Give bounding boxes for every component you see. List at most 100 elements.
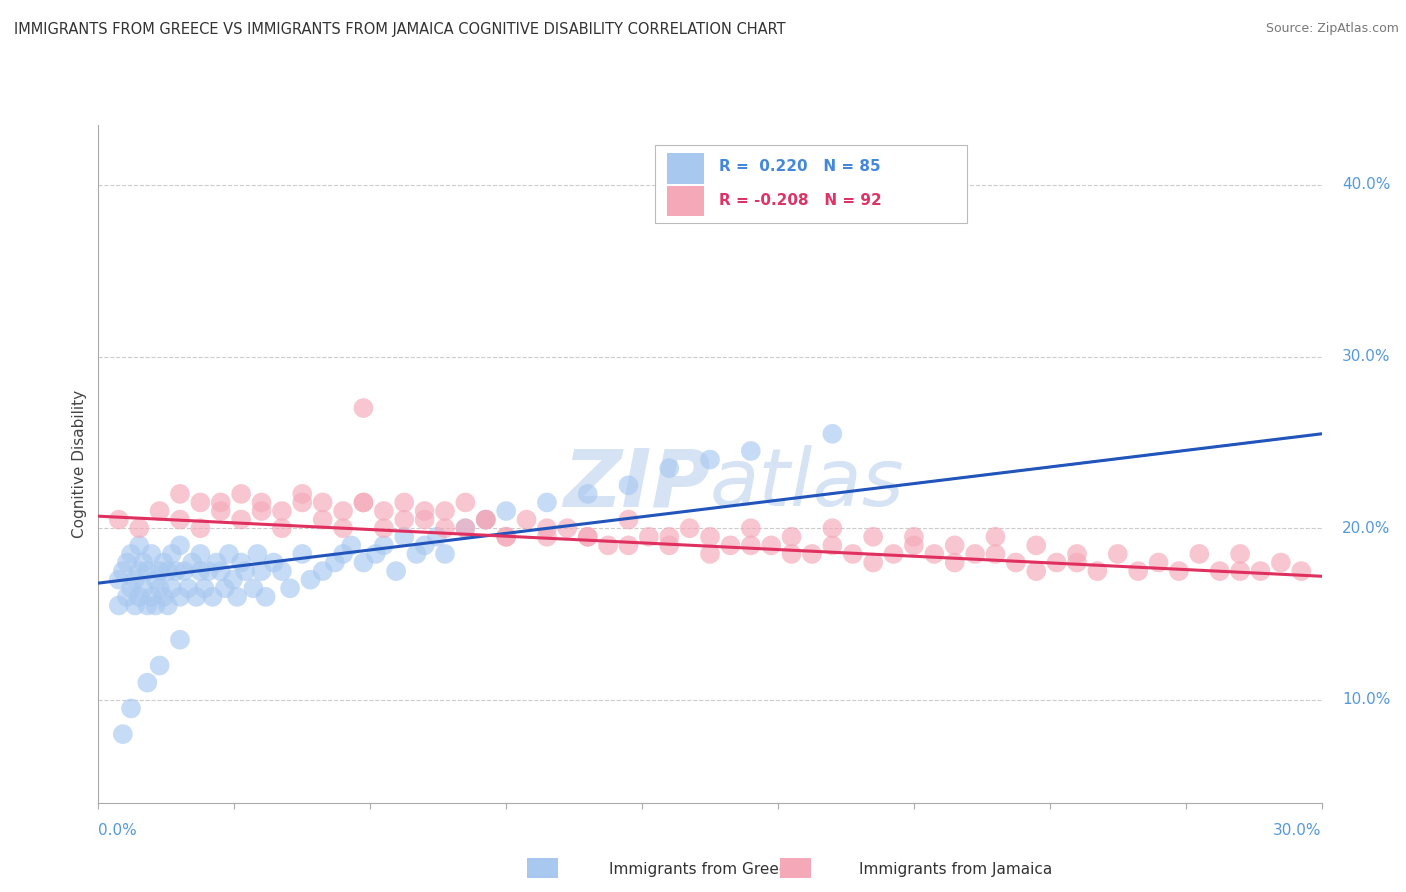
Point <box>145 599 167 613</box>
Point <box>903 530 925 544</box>
Text: 30.0%: 30.0% <box>1343 349 1391 364</box>
Point <box>943 538 966 552</box>
Point <box>474 513 498 527</box>
Point <box>1147 556 1170 570</box>
Point <box>120 701 142 715</box>
Point <box>1025 564 1047 578</box>
Point <box>385 564 408 578</box>
Point <box>169 487 191 501</box>
Point <box>120 581 142 595</box>
Point <box>263 556 285 570</box>
Point <box>242 581 264 595</box>
Point <box>193 581 215 595</box>
Point <box>209 504 232 518</box>
Point <box>576 487 599 501</box>
Point <box>173 564 195 578</box>
Point <box>181 556 204 570</box>
Point <box>454 521 477 535</box>
Point <box>821 426 844 441</box>
Point <box>128 521 150 535</box>
Point <box>718 538 742 552</box>
Point <box>922 547 945 561</box>
Point <box>598 538 620 552</box>
Point <box>214 581 236 595</box>
Point <box>152 590 174 604</box>
Point <box>136 564 159 578</box>
Point <box>108 599 131 613</box>
Point <box>495 530 517 544</box>
Point <box>145 573 167 587</box>
Point <box>984 530 1007 544</box>
Point <box>740 521 762 535</box>
Point <box>291 495 314 509</box>
Point <box>740 444 762 458</box>
Point <box>149 504 172 518</box>
FancyBboxPatch shape <box>527 858 558 878</box>
Point <box>761 538 783 552</box>
Point <box>115 590 138 604</box>
Point <box>128 564 150 578</box>
Point <box>903 538 925 552</box>
Point <box>617 513 640 527</box>
Point <box>165 564 187 578</box>
Point <box>1004 556 1026 570</box>
Point <box>426 530 449 544</box>
Point <box>1291 564 1313 578</box>
Point <box>413 513 436 527</box>
Point <box>516 513 538 527</box>
Point <box>250 504 273 518</box>
Point <box>413 538 436 552</box>
Text: IMMIGRANTS FROM GREECE VS IMMIGRANTS FROM JAMAICA COGNITIVE DISABILITY CORRELATI: IMMIGRANTS FROM GREECE VS IMMIGRANTS FRO… <box>14 22 786 37</box>
Point <box>188 547 212 561</box>
Point <box>108 573 131 587</box>
Point <box>270 504 294 518</box>
Point <box>188 495 212 509</box>
Point <box>984 547 1007 561</box>
Point <box>352 556 374 570</box>
FancyBboxPatch shape <box>668 186 704 217</box>
Point <box>160 547 183 561</box>
FancyBboxPatch shape <box>780 858 811 878</box>
Point <box>250 495 273 509</box>
Point <box>617 538 640 552</box>
Point <box>392 513 416 527</box>
Point <box>128 538 150 552</box>
Point <box>141 590 163 604</box>
Text: 40.0%: 40.0% <box>1343 178 1391 193</box>
Point <box>821 521 844 535</box>
Point <box>1107 547 1129 561</box>
Point <box>250 564 273 578</box>
Point <box>658 461 681 475</box>
Point <box>841 547 863 561</box>
Text: 0.0%: 0.0% <box>98 823 138 838</box>
Point <box>352 495 374 509</box>
Point <box>352 495 374 509</box>
Point <box>246 547 269 561</box>
Text: Source: ZipAtlas.com: Source: ZipAtlas.com <box>1265 22 1399 36</box>
Point <box>434 521 457 535</box>
Point <box>883 547 905 561</box>
Point <box>233 564 256 578</box>
Point <box>120 547 142 561</box>
Point <box>536 521 558 535</box>
Point <box>1229 547 1251 561</box>
Point <box>149 658 172 673</box>
Point <box>699 452 721 467</box>
Point <box>1066 547 1088 561</box>
Text: 30.0%: 30.0% <box>1274 823 1322 838</box>
Point <box>536 530 558 544</box>
Point <box>1188 547 1211 561</box>
Point <box>576 530 599 544</box>
Point <box>413 504 436 518</box>
Text: R =  0.220   N = 85: R = 0.220 N = 85 <box>718 160 880 175</box>
Point <box>658 530 681 544</box>
Point <box>364 547 387 561</box>
Text: 10.0%: 10.0% <box>1343 692 1391 707</box>
Point <box>780 547 803 561</box>
Y-axis label: Cognitive Disability: Cognitive Disability <box>72 390 87 538</box>
Point <box>136 675 159 690</box>
Point <box>740 538 762 552</box>
Point <box>231 513 253 527</box>
Point <box>149 564 172 578</box>
Point <box>136 599 159 613</box>
